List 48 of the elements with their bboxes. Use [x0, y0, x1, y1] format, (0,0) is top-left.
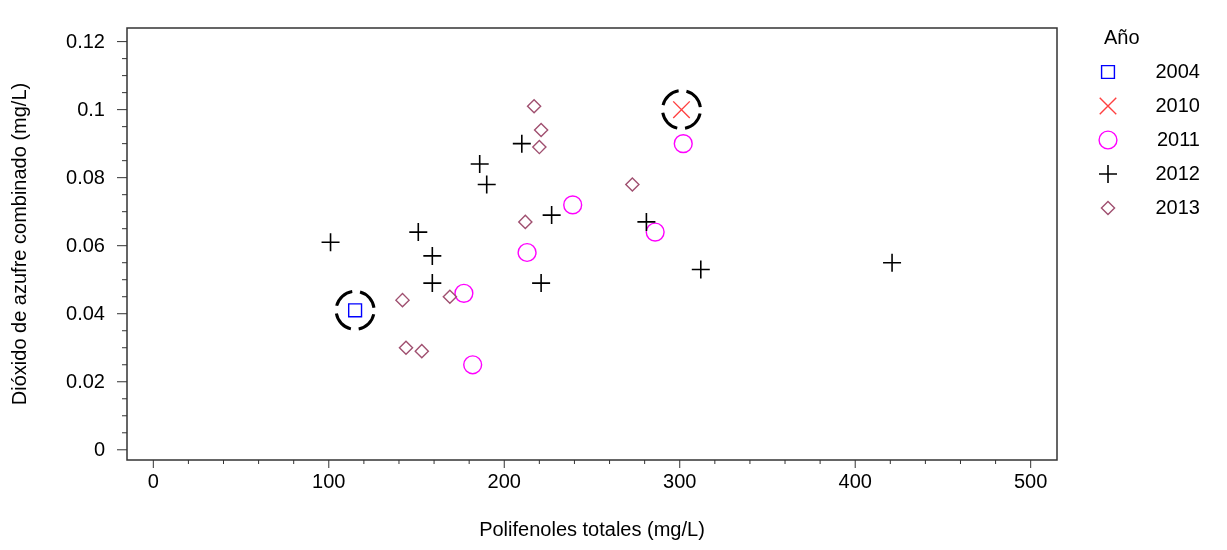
legend-title: Año — [1104, 26, 1140, 49]
point — [637, 212, 656, 231]
y-tick-label: 0.06 — [66, 234, 105, 257]
point — [542, 206, 561, 225]
x-tick-label: 100 — [312, 470, 346, 493]
point — [563, 195, 583, 215]
x-tick-label: 400 — [838, 470, 872, 493]
x-tick-label: 200 — [487, 470, 521, 493]
legend-label: 2011 — [1156, 128, 1200, 151]
legend-label: 2004 — [1155, 60, 1200, 83]
point — [395, 292, 410, 308]
point — [691, 260, 710, 279]
point — [423, 274, 442, 293]
point — [532, 139, 547, 155]
y-tick-label: 0.08 — [66, 166, 105, 189]
point — [532, 274, 551, 293]
point — [477, 175, 496, 194]
y-tick-label: 0.04 — [66, 302, 105, 325]
y-tick-label: 0.02 — [66, 370, 105, 393]
point — [526, 98, 542, 114]
y-tick-label: 0.12 — [66, 30, 105, 53]
point — [463, 355, 483, 375]
legend-label: 2010 — [1155, 94, 1200, 117]
point — [414, 343, 430, 359]
x-tick-label: 0 — [147, 470, 159, 493]
y-tick-label: 0 — [93, 438, 105, 461]
point — [518, 214, 533, 230]
x-tick-label: 500 — [1013, 470, 1048, 493]
point — [470, 155, 489, 174]
y-tick-label: 0.1 — [77, 98, 105, 121]
legend-label: 2012 — [1155, 162, 1200, 185]
x-tick-label: 300 — [663, 470, 697, 493]
point — [442, 289, 458, 304]
x-axis-title: Polifenoles totales (mg/L) — [479, 518, 705, 540]
y-axis-title: Dióxido de azufre combinado (mg/L) — [8, 82, 30, 406]
point — [883, 253, 902, 272]
point — [512, 134, 531, 153]
point — [398, 340, 414, 356]
point — [454, 283, 474, 303]
point — [409, 223, 428, 242]
point — [645, 222, 665, 242]
point — [625, 177, 640, 192]
point — [517, 242, 537, 263]
point — [321, 233, 340, 252]
point — [423, 246, 442, 265]
point — [673, 134, 693, 154]
legend-label: 2013 — [1155, 196, 1200, 219]
point — [533, 122, 549, 138]
